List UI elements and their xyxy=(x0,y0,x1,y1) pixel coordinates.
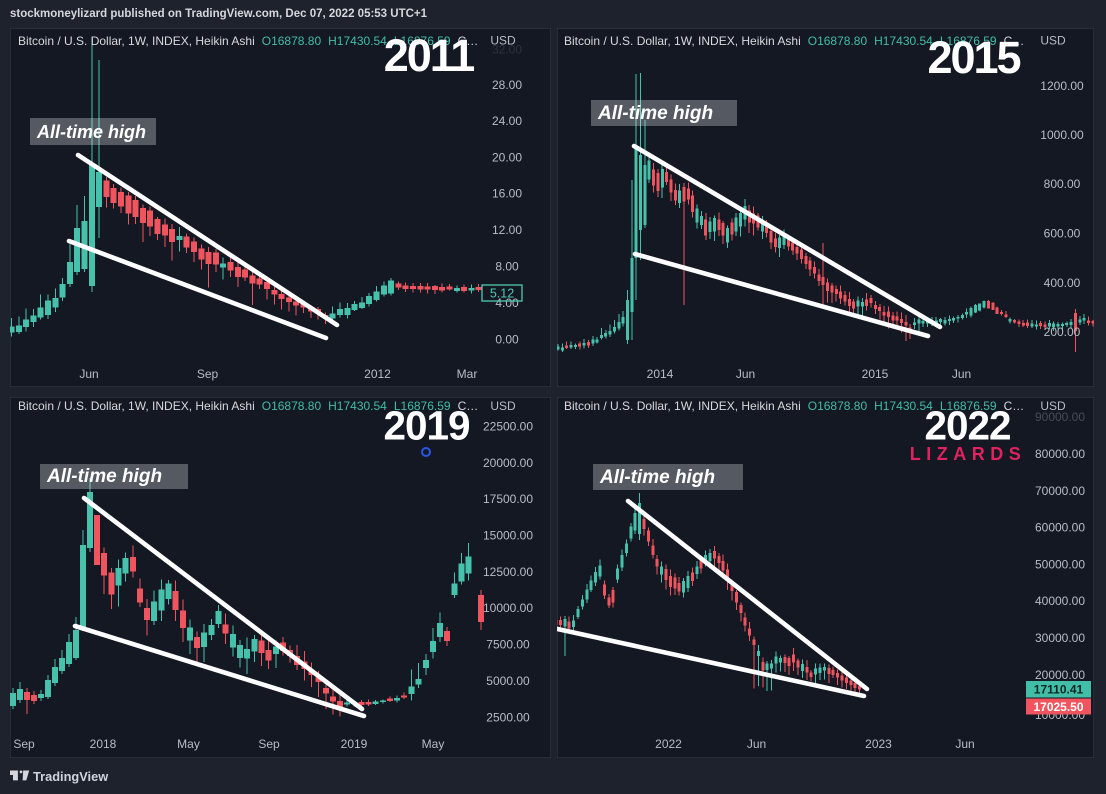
svg-text:22500.00: 22500.00 xyxy=(483,419,533,433)
svg-text:Bitcoin / U.S. Dollar, 1W, IND: Bitcoin / U.S. Dollar, 1W, INDEX, Heikin… xyxy=(18,399,478,413)
svg-text:2015: 2015 xyxy=(927,32,1020,83)
svg-text:16.00: 16.00 xyxy=(492,186,522,200)
svg-text:60000.00: 60000.00 xyxy=(1035,521,1085,535)
svg-text:12.00: 12.00 xyxy=(492,223,522,237)
svg-text:200.00: 200.00 xyxy=(1044,325,1081,339)
svg-text:5.12: 5.12 xyxy=(490,287,514,301)
svg-text:17500.00: 17500.00 xyxy=(483,492,533,506)
svg-text:2019: 2019 xyxy=(383,403,470,449)
svg-text:2019: 2019 xyxy=(341,737,368,751)
svg-text:Mar: Mar xyxy=(457,367,478,381)
svg-text:USD: USD xyxy=(1040,399,1066,413)
svg-text:2015: 2015 xyxy=(862,367,889,381)
svg-text:LIZARDS: LIZARDS xyxy=(910,444,1027,464)
svg-text:800.00: 800.00 xyxy=(1044,177,1081,191)
svg-text:28.00: 28.00 xyxy=(492,78,522,92)
svg-text:20000.00: 20000.00 xyxy=(483,456,533,470)
svg-text:Bitcoin / U.S. Dollar, 1W, IND: Bitcoin / U.S. Dollar, 1W, INDEX, Heikin… xyxy=(18,34,478,48)
svg-text:Bitcoin / U.S. Dollar, 1W, IND: Bitcoin / U.S. Dollar, 1W, INDEX, Heikin… xyxy=(564,399,1024,413)
svg-text:Jun: Jun xyxy=(747,737,766,751)
svg-text:May: May xyxy=(177,737,200,751)
svg-text:Sep: Sep xyxy=(197,367,219,381)
svg-text:USD: USD xyxy=(490,34,516,48)
svg-text:5000.00: 5000.00 xyxy=(486,674,530,688)
svg-text:2011: 2011 xyxy=(384,30,475,81)
svg-text:May: May xyxy=(422,737,445,751)
svg-text:50000.00: 50000.00 xyxy=(1035,557,1085,571)
svg-text:USD: USD xyxy=(1040,34,1066,48)
svg-text:2022: 2022 xyxy=(655,737,682,751)
svg-text:2012: 2012 xyxy=(364,367,391,381)
svg-text:All-time high: All-time high xyxy=(36,122,146,142)
svg-text:Jun: Jun xyxy=(952,367,971,381)
svg-text:17110.41: 17110.41 xyxy=(1034,683,1084,697)
svg-text:400.00: 400.00 xyxy=(1044,276,1081,290)
svg-text:Jun: Jun xyxy=(736,367,755,381)
svg-text:17025.50: 17025.50 xyxy=(1033,700,1083,714)
svg-text:90000.00: 90000.00 xyxy=(1035,410,1085,424)
svg-text:2018: 2018 xyxy=(90,737,117,751)
svg-text:Sep: Sep xyxy=(13,737,35,751)
svg-text:32.00: 32.00 xyxy=(492,43,522,57)
svg-text:1200.00: 1200.00 xyxy=(1040,79,1084,93)
svg-text:2023: 2023 xyxy=(865,737,892,751)
svg-text:20000.00: 20000.00 xyxy=(1035,668,1085,682)
svg-text:All-time high: All-time high xyxy=(599,467,715,488)
svg-text:24.00: 24.00 xyxy=(492,114,522,128)
svg-text:10000.00: 10000.00 xyxy=(483,601,533,615)
svg-text:8.00: 8.00 xyxy=(495,259,519,273)
svg-text:Jun: Jun xyxy=(955,737,974,751)
svg-text:Jun: Jun xyxy=(79,367,98,381)
svg-text:70000.00: 70000.00 xyxy=(1035,484,1085,498)
svg-text:2014: 2014 xyxy=(647,367,674,381)
svg-text:2022: 2022 xyxy=(924,403,1010,449)
svg-text:2500.00: 2500.00 xyxy=(486,710,530,724)
svg-text:USD: USD xyxy=(490,399,516,413)
svg-text:20.00: 20.00 xyxy=(492,150,522,164)
svg-text:600.00: 600.00 xyxy=(1044,227,1081,241)
svg-text:1000.00: 1000.00 xyxy=(1040,128,1084,142)
svg-text:Sep: Sep xyxy=(258,737,280,751)
svg-text:12500.00: 12500.00 xyxy=(483,565,533,579)
svg-text:All-time high: All-time high xyxy=(46,466,162,487)
svg-text:All-time high: All-time high xyxy=(597,103,713,124)
svg-text:TradingView: TradingView xyxy=(33,769,108,784)
svg-text:40000.00: 40000.00 xyxy=(1035,594,1085,608)
svg-text:30000.00: 30000.00 xyxy=(1035,631,1085,645)
svg-text:Bitcoin / U.S. Dollar, 1W, IND: Bitcoin / U.S. Dollar, 1W, INDEX, Heikin… xyxy=(564,34,1024,48)
svg-text:4.00: 4.00 xyxy=(495,296,519,310)
svg-text:0.00: 0.00 xyxy=(495,332,519,346)
svg-text:15000.00: 15000.00 xyxy=(483,528,533,542)
svg-text:7500.00: 7500.00 xyxy=(486,638,530,652)
svg-text:80000.00: 80000.00 xyxy=(1035,447,1085,461)
